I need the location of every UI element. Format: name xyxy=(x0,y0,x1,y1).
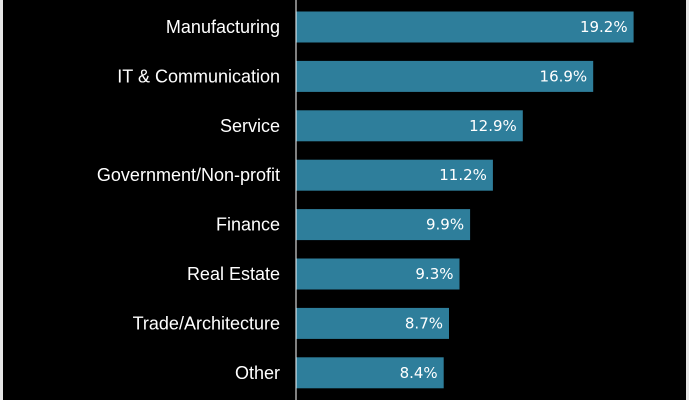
value-label: 9.3% xyxy=(415,265,453,283)
category-label: Real Estate xyxy=(187,264,280,284)
bar-7 xyxy=(296,357,444,389)
value-label: 9.9% xyxy=(426,216,464,234)
category-label: Government/Non-profit xyxy=(97,165,280,185)
left-border xyxy=(0,0,3,400)
value-label: 19.2% xyxy=(580,18,628,36)
category-label: Service xyxy=(220,116,280,136)
right-border xyxy=(686,0,689,400)
bar-0 xyxy=(296,11,634,43)
category-label: Other xyxy=(235,363,280,383)
bar-2 xyxy=(296,110,523,142)
category-label: Trade/Architecture xyxy=(133,313,280,333)
value-label: 12.9% xyxy=(469,117,517,135)
bar-6 xyxy=(296,307,449,339)
value-label: 8.4% xyxy=(400,364,438,382)
value-label: 8.7% xyxy=(405,314,443,332)
bar-1 xyxy=(296,60,594,92)
bar-5 xyxy=(296,258,460,290)
category-label: Manufacturing xyxy=(166,17,280,37)
value-label: 11.2% xyxy=(439,166,487,184)
category-label: Finance xyxy=(216,215,280,235)
bar-4 xyxy=(296,209,471,241)
category-label: IT & Communication xyxy=(117,66,280,86)
value-label: 16.9% xyxy=(540,67,588,85)
bar-3 xyxy=(296,159,493,191)
